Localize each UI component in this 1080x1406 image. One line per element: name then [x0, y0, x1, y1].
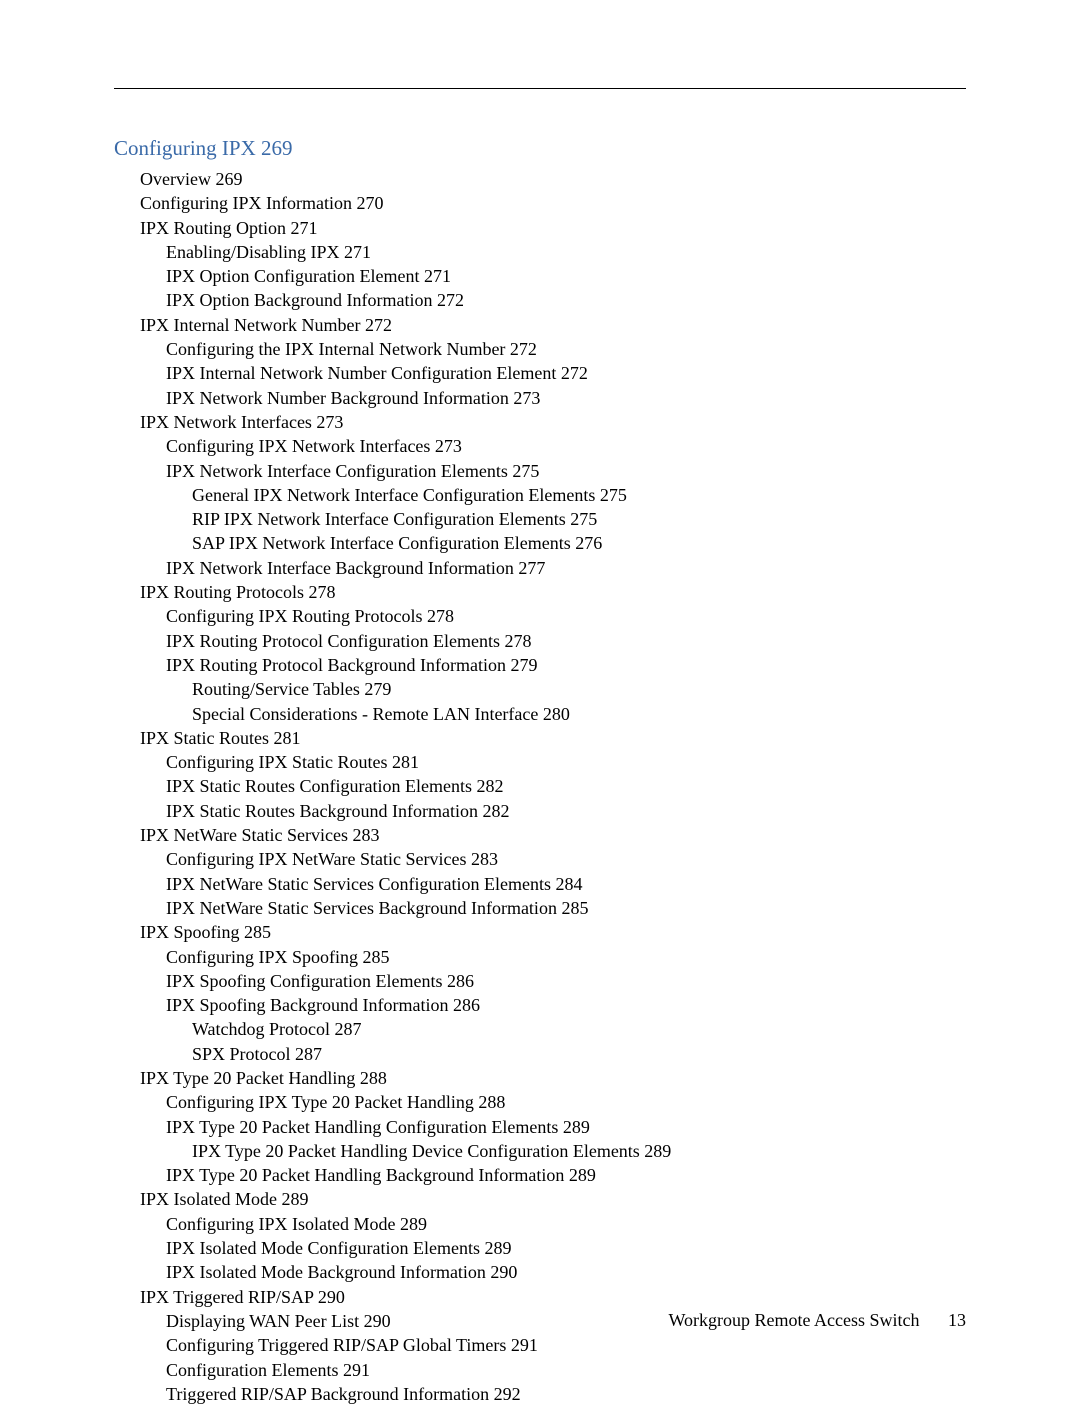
- toc-entry: IPX Isolated Mode 289: [114, 1187, 966, 1211]
- toc-entry: IPX NetWare Static Services Configuratio…: [114, 872, 966, 896]
- toc-entry: IPX Network Number Background Informatio…: [114, 386, 966, 410]
- toc-entry: Configuration Elements 291: [114, 1358, 966, 1382]
- toc-entry: IPX Routing Option 271: [114, 216, 966, 240]
- toc-entry: IPX Network Interfaces 273: [114, 410, 966, 434]
- toc-entry: IPX Static Routes 281: [114, 726, 966, 750]
- toc-entry: IPX Static Routes Configuration Elements…: [114, 774, 966, 798]
- toc-entry: SAP IPX Network Interface Configuration …: [114, 531, 966, 555]
- toc-entry: IPX Type 20 Packet Handling Configuratio…: [114, 1115, 966, 1139]
- toc-entry: IPX Internal Network Number Configuratio…: [114, 361, 966, 385]
- toc-entry: IPX Option Background Information 272: [114, 288, 966, 312]
- toc-entry: IPX Triggered RIP/SAP 290: [114, 1285, 966, 1309]
- toc-entry: IPX Spoofing 285: [114, 920, 966, 944]
- toc-entry: Triggered RIP/SAP Background Information…: [114, 1382, 966, 1406]
- toc-entry: Configuring IPX Isolated Mode 289: [114, 1212, 966, 1236]
- toc-entry: IPX Spoofing Configuration Elements 286: [114, 969, 966, 993]
- toc-entry: Configuring IPX Static Routes 281: [114, 750, 966, 774]
- toc-entry: RIP IPX Network Interface Configuration …: [114, 507, 966, 531]
- footer-text: Workgroup Remote Access Switch: [668, 1310, 919, 1330]
- toc-entry: Configuring Triggered RIP/SAP Global Tim…: [114, 1333, 966, 1357]
- toc-entry: Configuring the IPX Internal Network Num…: [114, 337, 966, 361]
- toc-entry: IPX Routing Protocol Configuration Eleme…: [114, 629, 966, 653]
- toc-entry: SPX Protocol 287: [114, 1042, 966, 1066]
- toc-entry: Watchdog Protocol 287: [114, 1017, 966, 1041]
- toc-entry: IPX Routing Protocols 278: [114, 580, 966, 604]
- toc-entry: Configuring IPX Network Interfaces 273: [114, 434, 966, 458]
- toc-entry: Configuring IPX Spoofing 285: [114, 945, 966, 969]
- page-top-rule: [114, 88, 966, 89]
- toc-entry: IPX Spoofing Background Information 286: [114, 993, 966, 1017]
- toc-entry: IPX NetWare Static Services Background I…: [114, 896, 966, 920]
- toc-entry: IPX Internal Network Number 272: [114, 313, 966, 337]
- toc-entry: IPX Type 20 Packet Handling 288: [114, 1066, 966, 1090]
- toc-entry: General IPX Network Interface Configurat…: [114, 483, 966, 507]
- chapter-heading: Configuring IPX 269: [114, 136, 966, 161]
- toc-entry: IPX Routing Protocol Background Informat…: [114, 653, 966, 677]
- toc-entry: IPX Isolated Mode Configuration Elements…: [114, 1236, 966, 1260]
- toc-entry: Configuring IPX NetWare Static Services …: [114, 847, 966, 871]
- toc-entry: IPX Network Interface Configuration Elem…: [114, 459, 966, 483]
- toc-entry: IPX NetWare Static Services 283: [114, 823, 966, 847]
- toc-entry: IPX Network Interface Background Informa…: [114, 556, 966, 580]
- table-of-contents: Overview 269 Configuring IPX Information…: [114, 167, 966, 1406]
- page-number: 13: [948, 1310, 966, 1330]
- toc-entry: Routing/Service Tables 279: [114, 677, 966, 701]
- page-footer: Workgroup Remote Access Switch 13: [668, 1310, 966, 1331]
- page-content: Configuring IPX 269 Overview 269 Configu…: [114, 136, 966, 1406]
- toc-entry: Enabling/Disabling IPX 271: [114, 240, 966, 264]
- toc-entry: IPX Type 20 Packet Handling Background I…: [114, 1163, 966, 1187]
- toc-entry: IPX Static Routes Background Information…: [114, 799, 966, 823]
- toc-entry: Configuring IPX Type 20 Packet Handling …: [114, 1090, 966, 1114]
- toc-entry: IPX Isolated Mode Background Information…: [114, 1260, 966, 1284]
- toc-entry: Configuring IPX Information 270: [114, 191, 966, 215]
- toc-entry: Special Considerations - Remote LAN Inte…: [114, 702, 966, 726]
- toc-entry: IPX Option Configuration Element 271: [114, 264, 966, 288]
- toc-entry: Configuring IPX Routing Protocols 278: [114, 604, 966, 628]
- toc-entry: Overview 269: [114, 167, 966, 191]
- toc-entry: IPX Type 20 Packet Handling Device Confi…: [114, 1139, 966, 1163]
